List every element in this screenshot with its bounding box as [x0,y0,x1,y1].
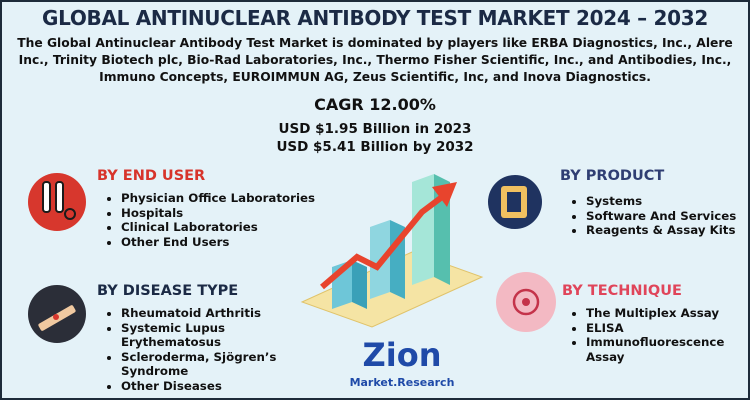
item-list: Rheumatoid ArthritisSystemic Lupus Eryth… [99,306,321,393]
section-title: BY TECHNIQUE [562,283,682,299]
list-item: Other End Users [121,235,351,250]
cagr: CAGR 12.00% [314,95,436,114]
logo-subtitle: Market.Research [350,376,455,389]
list-item: Systemic Lupus Erythematosus [121,321,321,350]
section-title: BY PRODUCT [560,168,665,184]
list-item: The Multiplex Assay [586,306,736,321]
title: GLOBAL ANTINUCLEAR ANTIBODY TEST MARKET … [41,6,709,30]
section-title: BY END USER [97,168,206,184]
logo-name: Zion [363,336,442,374]
value-2032: USD $5.41 Billion by 2032 [276,139,474,155]
list-item: Other Diseases [121,379,321,394]
list-item: Immunofluorescence Assay [586,335,736,364]
list-item: Reagents & Assay Kits [586,223,748,238]
list-item: Hospitals [121,206,351,221]
item-list: The Multiplex AssayELISAImmunofluorescen… [564,306,736,364]
value-2023: USD $1.95 Billion in 2023 [278,121,472,137]
item-list: SystemsSoftware And ServicesReagents & A… [564,194,748,238]
description: The Global Antinuclear Antibody Test Mar… [17,36,733,84]
list-item: Systems [586,194,748,209]
chart-illustration [300,174,484,328]
list-item: Rheumatoid Arthritis [121,306,321,321]
section-title: BY DISEASE TYPE [97,283,239,299]
list-item: Software And Services [586,209,748,224]
list-item: Scleroderma, Sjögren’s Syndrome [121,350,321,379]
list-item: Physician Office Laboratories [121,191,351,206]
item-list: Physician Office LaboratoriesHospitalsCl… [99,191,351,249]
list-item: Clinical Laboratories [121,220,351,235]
list-item: ELISA [586,321,736,336]
